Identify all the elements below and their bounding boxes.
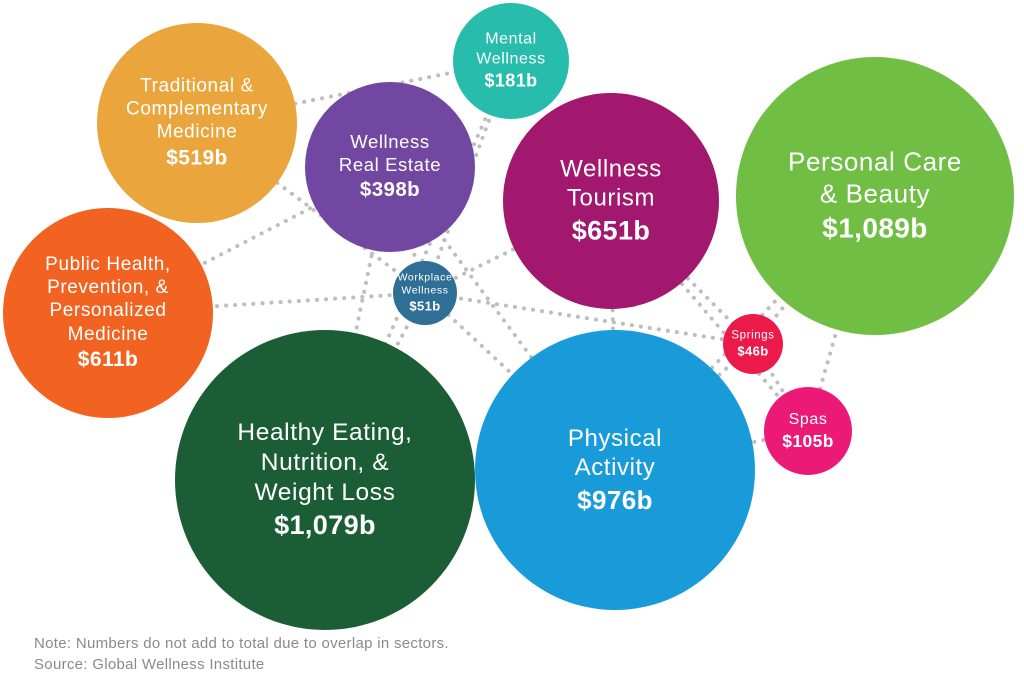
footnote: Note: Numbers do not add to total due to… (34, 633, 449, 675)
bubble-public-health-prevention-personalized-medicine (3, 208, 213, 418)
footnote-note-line: Note: Numbers do not add to total due to… (34, 635, 449, 652)
bubble-personal-care-beauty (736, 57, 1014, 335)
bubble-mental-wellness (453, 3, 569, 119)
bubble-traditional-complementary-medicine (97, 23, 297, 223)
bubble-springs (723, 314, 783, 374)
bubble-workplace-wellness (393, 261, 457, 325)
connector-line-workplace-wellness--springs (423, 291, 755, 346)
bubble-spas (764, 387, 852, 475)
bubble-wellness-real-estate (305, 82, 475, 252)
bubble-healthy-eating-nutrition-weight-loss (175, 330, 475, 630)
bubble-physical-activity (475, 330, 755, 610)
bubble-wellness-tourism (503, 93, 719, 309)
footnote-source-line: Source: Global Wellness Institute (34, 656, 265, 673)
